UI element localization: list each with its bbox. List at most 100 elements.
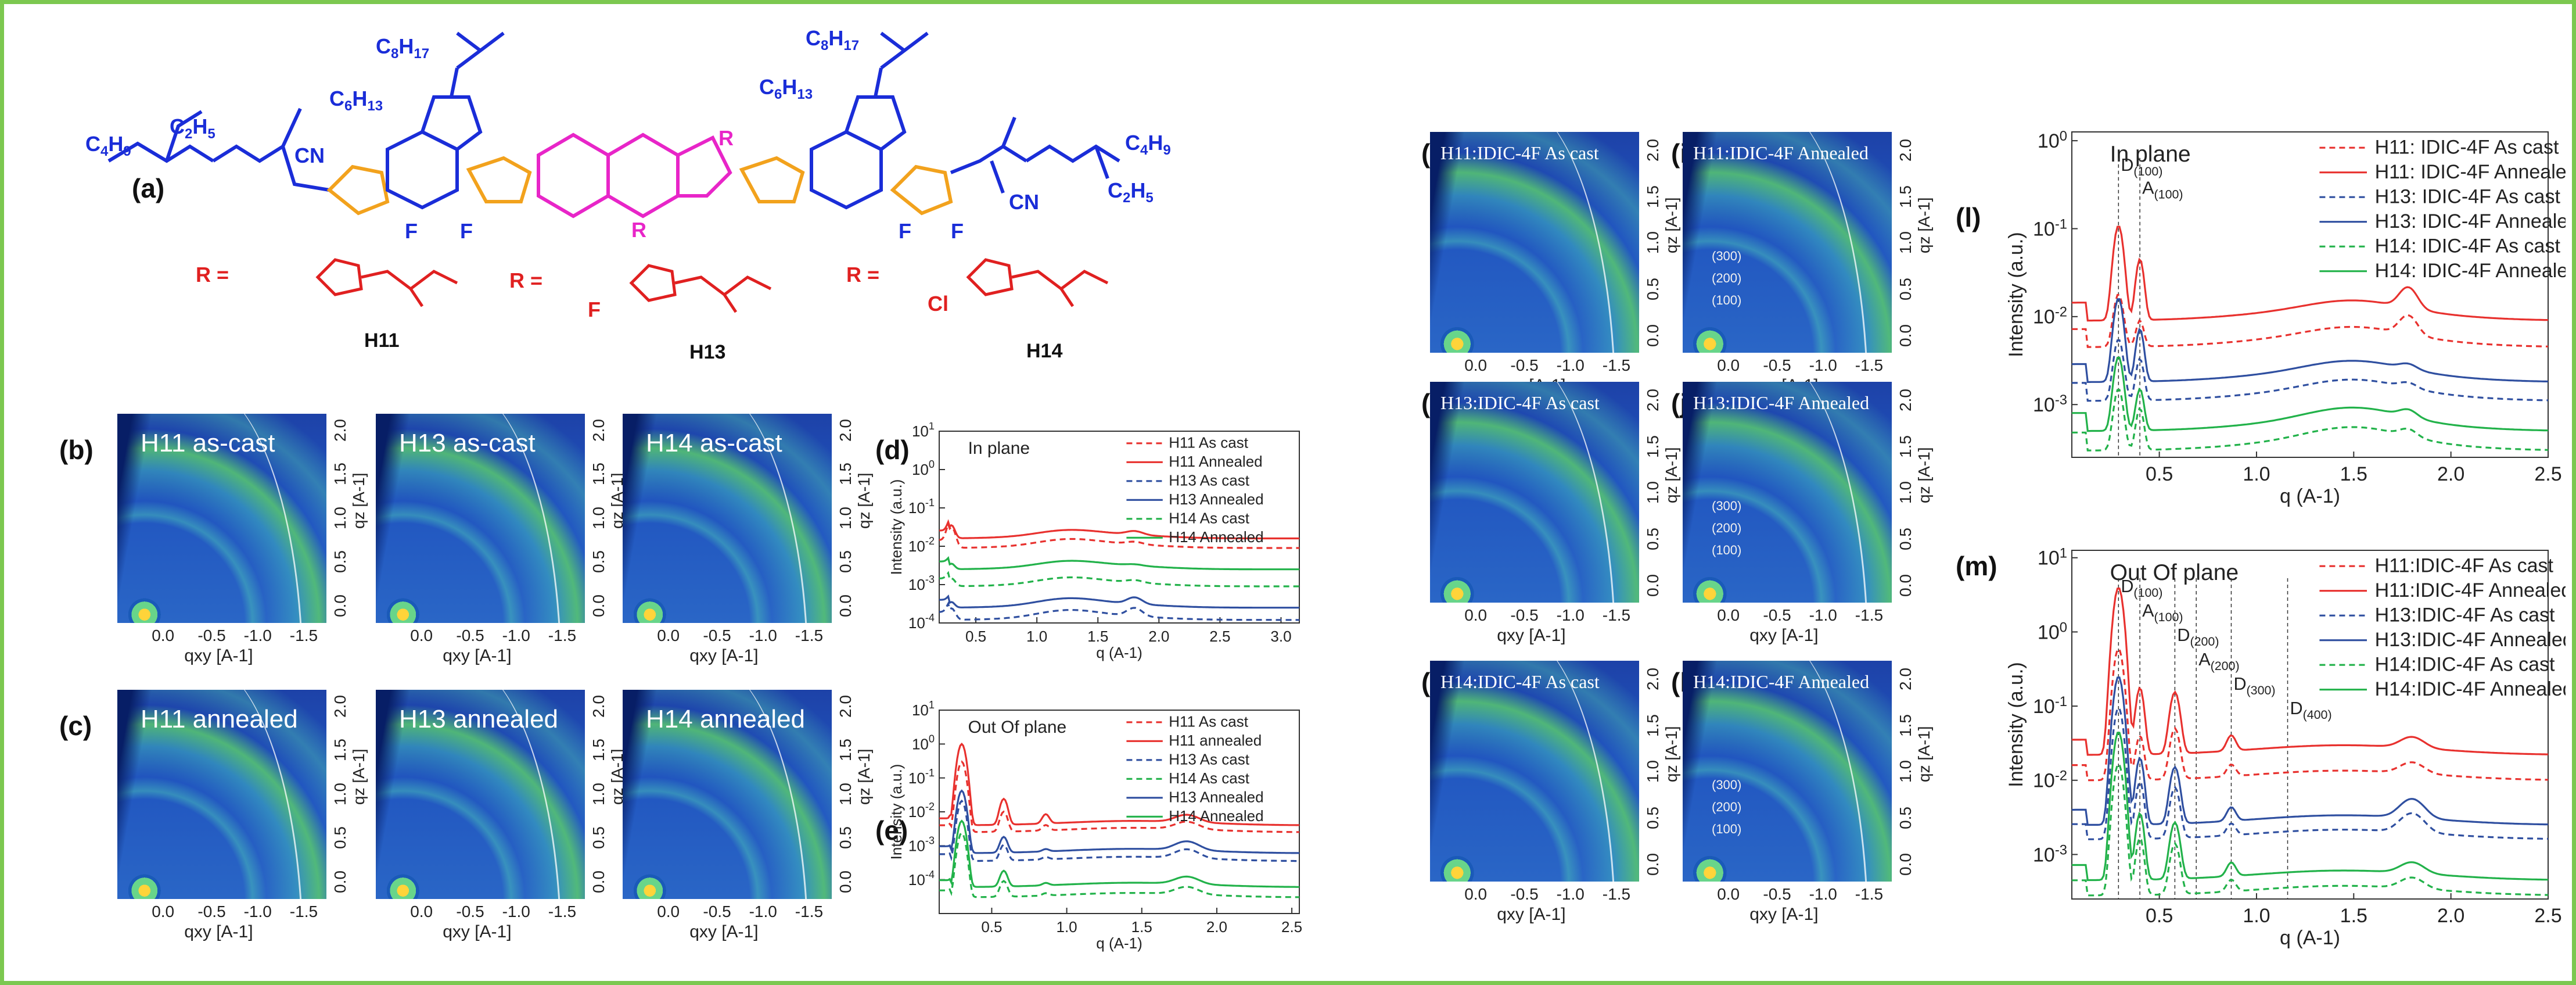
legend-label-1: H11: IDIC-4F Annealed (2375, 161, 2566, 183)
blend-1-ytick-3: 1.5 (1896, 185, 1914, 208)
panel-label-m: (m) (1956, 551, 1997, 581)
c-2-xlabel: qxy [A-1] (689, 922, 759, 941)
legend-label-0: H11 As cast (1169, 713, 1249, 730)
x-tick-label: 2.0 (2437, 905, 2464, 927)
blend-2-title: H13:IDIC-4F As cast (1440, 392, 1600, 413)
y-tick-label: 10-1 (2033, 216, 2067, 240)
b-2-ytick-3: 1.5 (836, 463, 854, 486)
legend-label-0: H11 As cast (1169, 434, 1249, 452)
right-thiophene (890, 164, 953, 216)
series-line-5 (939, 556, 1299, 571)
legend-label-4: H14 As cast (1169, 510, 1250, 527)
right-bridge-thiophene (739, 156, 805, 203)
c-0-ytick-2: 1.0 (331, 782, 349, 805)
series-line-0 (939, 521, 1299, 549)
blend-5-xtick-1: -0.5 (1763, 885, 1791, 903)
b-2-ytick-0: 0.0 (836, 594, 854, 617)
b-1-ytick-1: 0.5 (590, 550, 608, 574)
c-2-ylabel: qz [A-1] (855, 748, 873, 805)
blend-1-title: H11:IDIC-4F Annealed (1693, 142, 1869, 163)
legend-label-2: H13 As cast (1169, 751, 1250, 768)
r-substituent-top: R (718, 126, 734, 150)
b-2-ylabel: qz [A-1] (855, 472, 873, 529)
b-1-ytick-2: 1.0 (590, 506, 608, 529)
b-1-xtick-0: 0.0 (410, 626, 433, 644)
reflection-annotation: D(400) (2290, 699, 2332, 722)
blend-0-ytick-4: 2.0 (1644, 138, 1662, 162)
reflection-annotation: D(200) (2177, 625, 2219, 649)
blend-3-ytick-0: 0.0 (1896, 574, 1914, 597)
series-line-0 (939, 760, 1299, 833)
b-0-xtick-1: -0.5 (197, 626, 226, 644)
c-2-xtick-3: -1.5 (795, 902, 824, 920)
series-line-0 (2072, 648, 2548, 782)
blend-4-ytick-3: 1.5 (1644, 714, 1662, 737)
series-line-5 (2072, 732, 2549, 882)
b-0-title: H11 as-cast (141, 429, 275, 457)
y-axis-label: Intensity (a.u.) (888, 479, 905, 575)
c-1-title: H13 annealed (399, 705, 559, 733)
b-0-xtick-3: -1.5 (289, 626, 318, 644)
chart-d-in-plane: 0.5 1.0 1.5 2.0 2.5 3.0 10-4 10-3 10-2 10-1 100 101… (888, 422, 1300, 661)
blend-0-xtick-3: -1.5 (1602, 356, 1631, 374)
alkyl-c2h5-left: C2H5 (170, 114, 215, 142)
plot-frame (2071, 550, 2549, 900)
blend-4-image: H14:IDIC-4F As cast (1430, 661, 1639, 882)
series-line-3 (939, 831, 1300, 898)
c-0-xtick-1: -0.5 (197, 902, 226, 920)
blend-0-xtick-2: -1.0 (1556, 356, 1585, 374)
series-line-1 (2072, 225, 2549, 322)
fluorine-3: F (899, 219, 911, 243)
c-2-image: H14 annealed (623, 690, 832, 899)
cyano-left: CN (294, 144, 325, 167)
blend-4-xlabel: qxy [A-1] (1497, 905, 1566, 924)
y-tick-label: 100 (912, 733, 935, 753)
blend-5-ylabel: qz [A-1] (1915, 726, 1933, 782)
chart-title: Out Of plane (2110, 560, 2239, 585)
blend-3-image: H13:IDIC-4F Annealed (300) (200) (100) (1683, 382, 1892, 603)
c-2-ytick-2: 1.0 (836, 782, 854, 805)
x-tick-label: 2.0 (2437, 463, 2464, 485)
panel-label-a: (a) (132, 173, 165, 203)
b-0-ylabel: qz [A-1] (350, 472, 368, 529)
blend-5-xlabel: qxy [A-1] (1749, 905, 1819, 924)
series-line-0 (2072, 293, 2549, 348)
blend-1-image: H11:IDIC-4F Annealed (300) (200) (100) (1683, 132, 1892, 353)
blend-3-hkl-2: (100) (1712, 543, 1742, 558)
c-0-ylabel: qz [A-1] (350, 748, 368, 805)
c-0-xtick-2: -1.0 (243, 902, 272, 920)
legend-label-1: H11:IDIC-4F Annealed (2375, 579, 2566, 601)
blend-1-xtick-3: -1.5 (1855, 356, 1884, 374)
c-0-ytick-4: 2.0 (331, 694, 349, 718)
molecule-label-h14: H14 (1026, 340, 1063, 362)
blend-3-ytick-3: 1.5 (1896, 435, 1914, 458)
blend-4-title: H14:IDIC-4F As cast (1440, 671, 1600, 692)
blend-5-hkl-0: (300) (1712, 778, 1742, 793)
blend-3-xtick-0: 0.0 (1717, 606, 1740, 624)
legend-label-5: H14: IDIC-4F Annealed (2375, 260, 2566, 282)
series-line-4 (939, 571, 1299, 588)
y-tick-label: 10-1 (908, 767, 935, 787)
legend-label-3: H13: IDIC-4F Annealed (2375, 210, 2566, 232)
legend-label-3: H14 As cast (1169, 769, 1250, 787)
y-tick-label: 10-3 (2033, 392, 2067, 416)
series-line-2 (939, 601, 1299, 621)
b-2-ytick-4: 2.0 (836, 418, 854, 442)
left-benzotriazole (386, 31, 505, 210)
left-thiophene (326, 164, 390, 216)
blend-5-xtick-0: 0.0 (1717, 885, 1740, 903)
blend-2-ytick-1: 0.5 (1644, 528, 1662, 551)
r-group-fluorine: F (588, 298, 601, 321)
panel-label-b: (b) (59, 435, 94, 465)
x-tick-label: 1.5 (1087, 628, 1108, 645)
blend-1-hkl-2: (100) (1712, 293, 1742, 308)
c-0-xlabel: qxy [A-1] (184, 922, 253, 941)
blend-1-hkl-0: (300) (1712, 249, 1742, 264)
r-substituent-bottom: R (631, 218, 646, 242)
x-axis-label: q (A-1) (2280, 927, 2340, 949)
blend-2-xtick-0: 0.0 (1464, 606, 1488, 624)
blend-2-xtick-1: -0.5 (1510, 606, 1539, 624)
y-tick-label: 10-4 (908, 869, 935, 889)
y-tick-label: 10-3 (2033, 842, 2067, 866)
